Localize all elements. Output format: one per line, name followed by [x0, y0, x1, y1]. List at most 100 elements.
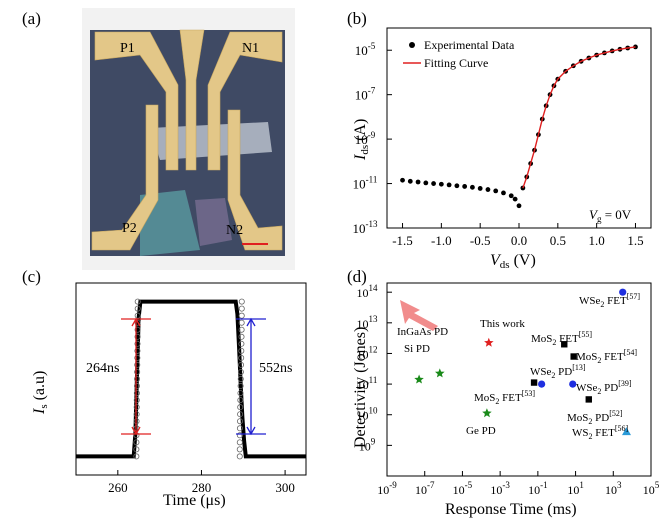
benchmark-point-mos2-fet-55	[561, 341, 568, 348]
iv-y-tick-label: 10-9	[355, 130, 376, 147]
iv-data-point	[470, 184, 475, 190]
point-label-wse2-pd-39: WSe2 PD[39]	[576, 379, 632, 396]
benchmark-x-axis-label: Response Time (ms)	[445, 501, 577, 518]
transient-plot-frame	[75, 282, 307, 476]
rise-time-label: 264ns	[86, 361, 119, 376]
benchmark-point-wse2-pd-39	[569, 380, 577, 388]
transient-edge-point	[238, 333, 245, 340]
iv-data-point	[520, 185, 526, 191]
iv-x-tick-label: -0.5	[470, 233, 491, 248]
transient-edge-point	[237, 418, 244, 425]
transient-edge-point	[134, 368, 141, 375]
iv-y-tick-label: 10-11	[353, 175, 378, 192]
rise-arrow-up	[131, 317, 141, 327]
transient-y-axis-label: Is(a.u)	[31, 371, 50, 415]
benchmark-point-wse2-fet-57	[619, 288, 627, 296]
iv-fitting-curve	[522, 46, 636, 189]
point-label-ws2-fet-56: WS2 FET[56]	[572, 424, 628, 441]
panel-label-a: (a)	[22, 9, 41, 28]
transient-x-ticks: 260 280 300	[108, 470, 295, 495]
point-label-this-work: This work	[480, 318, 525, 330]
transient-edge-point	[133, 404, 140, 411]
transient-edge-point	[133, 383, 140, 390]
transient-edge-point	[237, 390, 244, 397]
panel-label-b: (b)	[347, 9, 367, 28]
benchmark-y-tick-label: 1012	[357, 344, 378, 361]
iv-x-tick-label: 0.0	[511, 233, 527, 248]
transient-edge-point	[236, 425, 243, 432]
transient-edge-point	[134, 326, 141, 333]
benchmark-x-tick-label: 103	[605, 480, 622, 497]
transient-edge-point	[134, 333, 141, 340]
iv-data-point	[423, 180, 429, 186]
label-n1: N1	[242, 41, 259, 56]
electrodes	[91, 29, 283, 251]
benchmark-point-ingaas-pd	[435, 368, 445, 378]
benchmark-x-tick-label: 10-1	[528, 480, 548, 497]
label-n2: N2	[226, 223, 243, 238]
point-label-mos2-fet-55: MoS2 FET[55]	[531, 330, 592, 347]
iv-data-point	[493, 188, 499, 194]
benchmark-point-si-pd	[414, 374, 424, 384]
iv-data-point	[462, 184, 468, 189]
iv-data-point	[400, 177, 405, 183]
transient-x-tick-label: 300	[275, 480, 295, 495]
iv-data-point	[508, 193, 514, 199]
iv-y-axis-label: Ids(A)	[352, 119, 371, 161]
fall-arrow-up	[246, 317, 256, 327]
iv-data-point	[501, 190, 506, 196]
iv-chart: -1.5 -1.0 -0.5 0.0 0.5 1.0 1.5 10-510-710-910-…	[352, 27, 652, 271]
transient-edge-point	[238, 361, 245, 368]
transient-edge-point	[133, 397, 140, 404]
benchmark-point-mos2-fet-54	[570, 353, 577, 360]
transient-edge-point	[238, 312, 245, 319]
transient-edge-point	[133, 446, 140, 453]
transient-edge-point	[134, 305, 141, 312]
transient-edge-point	[237, 404, 244, 411]
transient-x-tick-label: 280	[192, 480, 212, 495]
iv-data-point	[407, 178, 413, 184]
rise-arrow-down	[131, 426, 141, 436]
transient-edge-point	[133, 453, 140, 460]
panel-label-c: (c)	[22, 267, 41, 286]
transient-edge-point	[134, 347, 141, 354]
electrode-center	[179, 29, 205, 171]
iv-x-tick-label: 1.0	[589, 233, 605, 248]
legend-label-data: Experimental Data	[424, 38, 515, 52]
iv-y-ticks: 10-5 10-7 10-9 10-11 10-13	[353, 41, 392, 236]
benchmark-x-tick-label: 10-9	[377, 480, 397, 497]
transient-edge-point	[238, 319, 245, 326]
benchmark-y-tick-label: 1011	[357, 375, 378, 392]
transient-edge-point	[237, 411, 244, 418]
gate-voltage-annotation: Vg = 0V	[589, 207, 632, 224]
benchmark-point-labels: This work InGaAs PD Si PD Ge PD WSe2 FET…	[397, 292, 640, 441]
benchmark-x-tick-label: 10-5	[453, 480, 473, 497]
point-label-si-pd: Si PD	[404, 343, 430, 355]
electrode-n1	[207, 31, 283, 171]
transient-edge-point	[236, 439, 243, 446]
trend-arrow	[400, 300, 438, 331]
iv-x-tick-label: -1.0	[431, 233, 452, 248]
benchmark-plot-frame	[386, 282, 652, 477]
iv-legend: Experimental Data Fitting Curve	[403, 38, 515, 70]
electrode-p1	[94, 31, 179, 171]
benchmark-points	[414, 288, 631, 436]
fall-time-label: 552ns	[259, 361, 292, 376]
benchmark-chart: 10-9 10-7 10-5 10-3 10-1 101 103 105 109 1010 101…	[352, 282, 660, 518]
transient-edge-point	[237, 397, 244, 404]
point-label-ingaas-pd: InGaAs PD	[397, 326, 448, 338]
fall-time-marker	[236, 317, 266, 436]
label-p1: P1	[120, 41, 135, 56]
electrode-p2	[91, 104, 159, 251]
transient-edge-point	[237, 383, 244, 390]
benchmark-point-ws2-fet-56	[621, 427, 631, 436]
benchmark-x-tick-label: 101	[567, 480, 584, 497]
flake-region-right	[195, 198, 232, 246]
point-label-wse2-fet-57: WSe2 FET[57]	[579, 292, 640, 309]
benchmark-point-mos2-fet-53	[530, 379, 538, 386]
transient-edge-point	[134, 375, 141, 382]
transient-edge-point	[134, 361, 141, 368]
transient-chart: 260 280 300 264ns 552ns Time (μs) Is(a.u)	[31, 282, 307, 509]
transient-edge-point	[134, 340, 141, 347]
transient-edge-point	[238, 326, 245, 333]
